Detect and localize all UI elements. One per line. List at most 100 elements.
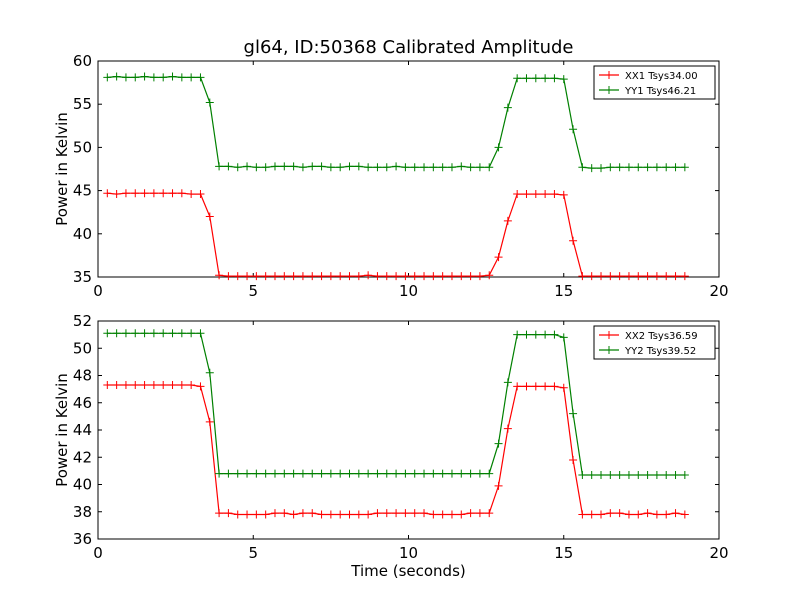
chart2-y-tick-label: 38 (73, 503, 92, 521)
chart2-y-tick-label: 44 (73, 421, 92, 439)
chart1-series-1-point (215, 271, 224, 280)
chart2-x-tick-label: 0 (93, 544, 103, 562)
chart2-y-tick-label: 50 (73, 339, 92, 357)
chart2-series-1-point (401, 509, 410, 518)
chart2-series-1-point (559, 383, 568, 392)
chart1-series-1-point (466, 272, 475, 281)
chart1-series-2-point (420, 163, 429, 172)
chart1-series-2-point (121, 73, 130, 82)
chart1-series-2-point (429, 163, 438, 172)
chart2-legend-marker-1 (605, 331, 613, 339)
chart1-series-2-point (475, 163, 484, 172)
chart2-series-2-point (513, 330, 522, 339)
chart2-series-2-point (457, 469, 466, 478)
chart1-series-1-point (606, 272, 615, 281)
chart2-y-tick-label: 40 (73, 476, 92, 494)
chart1-series-1-point (373, 272, 382, 281)
chart2-series-1-point (485, 509, 494, 518)
chart2-series-1-point (420, 509, 429, 518)
chart1-series-1-point (662, 272, 671, 281)
chart1-series-1-point (680, 272, 689, 281)
chart1-series-2-point (578, 163, 587, 172)
chart1-series-1-point (475, 272, 484, 281)
chart1-x-tick-label: 0 (93, 282, 103, 300)
chart1-series-2-point (447, 163, 456, 172)
chart1-series-2-point (438, 163, 447, 172)
chart1-series-2-point (494, 143, 503, 152)
chart2-series-2-point (541, 330, 550, 339)
chart1-series-1-point (513, 190, 522, 199)
chart1-series-2-point (634, 163, 643, 172)
chart1-series-1-point (149, 189, 158, 198)
chart1-series-2-point (485, 163, 494, 172)
chart2-series-1-point (643, 509, 652, 518)
chart2-series-1-point (373, 509, 382, 518)
chart2-series-2-point (569, 409, 578, 418)
chart2-series-2-point (224, 469, 233, 478)
chart1-series-2-point (457, 162, 466, 171)
chart1-series-1-point (569, 236, 578, 245)
chart1-series-2-point (131, 73, 140, 82)
chart1-series-2-point (662, 163, 671, 172)
chart2-series-2-point (149, 329, 158, 338)
chart1-series-1-point (615, 272, 624, 281)
chart2-series-1-point (597, 510, 606, 519)
chart2-series-1-point (317, 510, 326, 519)
chart1-series-2-point (354, 162, 363, 171)
chart2-series-1-point (205, 417, 214, 426)
chart1-series-2-point (652, 163, 661, 172)
chart2-series-1-point (494, 481, 503, 490)
chart1-series-2-point (615, 163, 624, 172)
chart1-series-1-point (652, 272, 661, 281)
chart1-legend-marker-1 (605, 71, 613, 79)
chart2-series-1-point (280, 509, 289, 518)
chart2-series-2-point (140, 329, 149, 338)
chart2-series-1-point (438, 510, 447, 519)
chart2-series-1-point (261, 510, 270, 519)
chart2-series-2-point (354, 469, 363, 478)
chart2-series-2-point (112, 329, 121, 338)
chart1-legend-label-1: XX1 Tsys34.00 (625, 71, 698, 82)
chart2-series-2-point (131, 329, 140, 338)
chart1-series-1-point (410, 272, 419, 281)
chart1-series-2-point (550, 74, 559, 83)
chart2-series-1-point (634, 510, 643, 519)
chart2-series-2-point (662, 470, 671, 479)
chart2-series-2-point (177, 329, 186, 338)
chart1-series-2-point (149, 73, 158, 82)
chart1-series-2-point (410, 163, 419, 172)
chart2-series-2-point (494, 439, 503, 448)
chart1-series-1-point (364, 271, 373, 280)
chart2-series-1-point (466, 509, 475, 518)
chart2-series-1-point (410, 509, 419, 518)
chart2-series-1-point (354, 510, 363, 519)
chart1-series-1-point (233, 272, 242, 281)
chart1-series-1-point (401, 272, 410, 281)
chart1-series-1-point (168, 189, 177, 198)
chart2-series-2-point (187, 329, 196, 338)
chart2-series-1-point (243, 510, 252, 519)
chart2-series-1-point (503, 424, 512, 433)
chart2-series-2-point (587, 470, 596, 479)
chart2-series-1-point (103, 381, 112, 390)
chart1-series-1-point (205, 212, 214, 221)
chart2-series-1-point (168, 381, 177, 390)
chart2-series-2-point (345, 469, 354, 478)
chart2-x-axis-label: Time (seconds) (350, 562, 466, 580)
chart1-series-1-point (494, 253, 503, 262)
chart2-series-2-point (429, 469, 438, 478)
chart1-y-axis-label: Power in Kelvin (53, 112, 71, 226)
chart1-series-2-point (364, 163, 373, 172)
chart1-series-1-point (308, 272, 317, 281)
chart2-series-1-point (159, 381, 168, 390)
chart1-series-2-point (308, 162, 317, 171)
chart1-series-1-point (550, 190, 559, 199)
chart1-series-2-point (569, 125, 578, 134)
chart2-series-2-point (326, 469, 335, 478)
chart2-series-2-point (392, 469, 401, 478)
chart2-x-tick-label: 5 (248, 544, 258, 562)
chart1-series-1-point (457, 272, 466, 281)
chart1-series-2-point (522, 74, 531, 83)
chart2-series-2-point (485, 469, 494, 478)
